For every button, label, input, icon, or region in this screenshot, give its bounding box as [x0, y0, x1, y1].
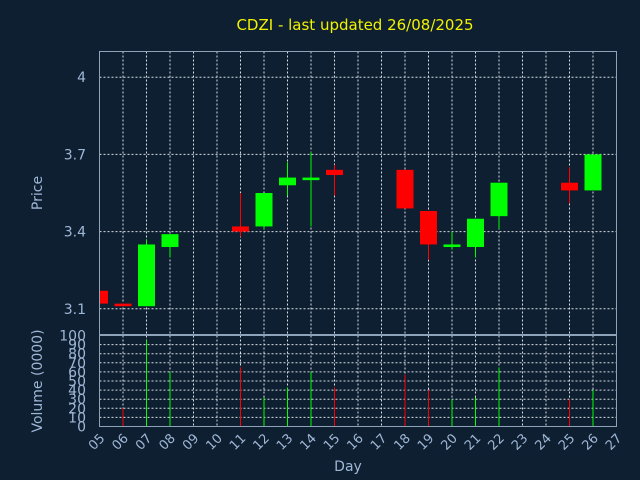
volume-bars: [122, 340, 594, 427]
volume-axis-label: Volume (0000): [30, 329, 46, 432]
volume-tick-label: 80: [68, 347, 86, 363]
candle-body-13: [279, 177, 296, 186]
x-axis-ticks: 05 06 07 08 09 10 11 12 13 14 15 16 17 18 19 20 21 22 23 24…: [86, 431, 625, 453]
volume-tick-label: 20: [68, 401, 86, 417]
candle-body-21: [467, 218, 484, 248]
volume-tick-label: 60: [68, 365, 86, 381]
volume-panel-frame: [99, 335, 617, 427]
candle-body-06: [114, 303, 132, 307]
candles: [99, 151, 602, 307]
price-axis-ticks: 3.1 3.4 3.7 4: [64, 70, 86, 318]
candle-body-26: [584, 154, 602, 191]
candle-body-18: [396, 169, 414, 209]
price-tick-label: 3.7: [64, 147, 86, 163]
candle-body-25: [561, 182, 578, 191]
candle-body-07: [138, 244, 155, 307]
chart-title: CDZI - last updated 26/08/2025: [236, 16, 473, 34]
candle-body-15: [326, 169, 343, 175]
price-tick-label: 3.1: [64, 302, 86, 318]
price-tick-label: 3.4: [64, 225, 86, 241]
candle-body-11: [232, 226, 249, 232]
price-tick-label: 4: [77, 70, 86, 86]
candle-body-14: [302, 177, 320, 181]
volume-tick-label: 10: [68, 410, 86, 426]
volume-tick-label: 40: [68, 383, 86, 399]
candle-body-19: [420, 211, 437, 245]
candle-body-22: [490, 182, 508, 217]
candle-body-20: [443, 244, 461, 248]
x-axis-label: Day: [334, 459, 362, 475]
volume-tick-label: 70: [68, 356, 86, 372]
volume-tick-label: 0: [77, 420, 86, 436]
volume-tick-label: 90: [68, 338, 86, 354]
candle-body-08: [161, 234, 179, 248]
candle-body-05: [100, 290, 108, 304]
volume-tick-label: 100: [59, 329, 86, 345]
volume-tick-label: 50: [68, 374, 86, 390]
candle-body-12: [255, 193, 273, 227]
price-axis-label: Price: [30, 176, 46, 210]
volume-tick-label: 30: [68, 392, 86, 408]
price-panel-frame: [99, 51, 617, 335]
